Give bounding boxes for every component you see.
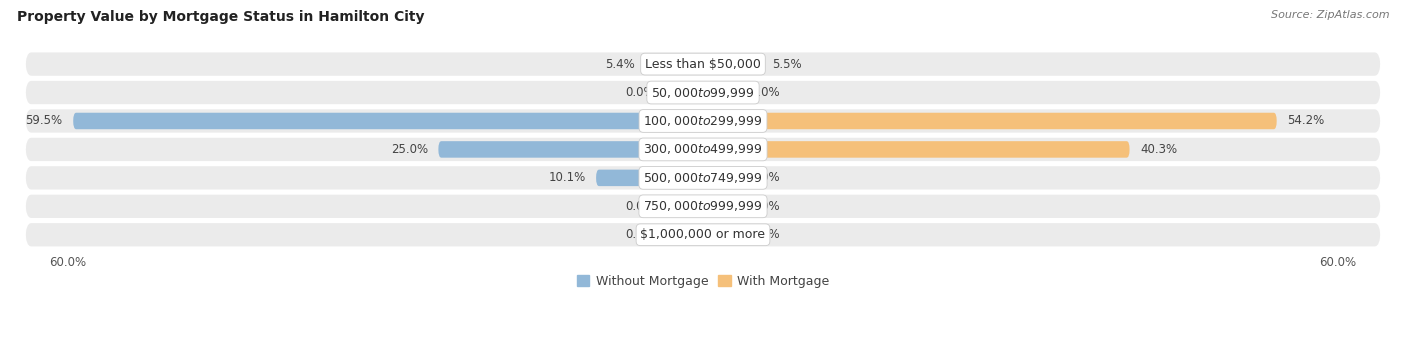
FancyBboxPatch shape: [703, 141, 1129, 158]
FancyBboxPatch shape: [703, 56, 761, 72]
Text: Source: ZipAtlas.com: Source: ZipAtlas.com: [1271, 10, 1389, 20]
Text: 5.4%: 5.4%: [606, 57, 636, 71]
Text: 25.0%: 25.0%: [391, 143, 427, 156]
FancyBboxPatch shape: [666, 198, 703, 215]
FancyBboxPatch shape: [666, 84, 703, 101]
Text: 10.1%: 10.1%: [548, 171, 585, 184]
FancyBboxPatch shape: [25, 109, 1381, 133]
FancyBboxPatch shape: [439, 141, 703, 158]
Text: $500,000 to $749,999: $500,000 to $749,999: [644, 171, 762, 185]
Text: $100,000 to $299,999: $100,000 to $299,999: [644, 114, 762, 128]
FancyBboxPatch shape: [703, 170, 740, 186]
Text: 0.0%: 0.0%: [751, 171, 780, 184]
Text: $300,000 to $499,999: $300,000 to $499,999: [644, 142, 762, 156]
Text: $1,000,000 or more: $1,000,000 or more: [641, 228, 765, 241]
FancyBboxPatch shape: [25, 81, 1381, 104]
FancyBboxPatch shape: [666, 226, 703, 243]
Legend: Without Mortgage, With Mortgage: Without Mortgage, With Mortgage: [572, 270, 834, 293]
FancyBboxPatch shape: [703, 84, 740, 101]
FancyBboxPatch shape: [703, 198, 740, 215]
Text: 0.0%: 0.0%: [751, 200, 780, 213]
FancyBboxPatch shape: [25, 223, 1381, 246]
Text: 0.0%: 0.0%: [626, 228, 655, 241]
Text: 0.0%: 0.0%: [751, 228, 780, 241]
Text: 0.0%: 0.0%: [751, 86, 780, 99]
FancyBboxPatch shape: [25, 138, 1381, 161]
Text: $50,000 to $99,999: $50,000 to $99,999: [651, 86, 755, 100]
Text: 5.5%: 5.5%: [772, 57, 801, 71]
Text: 54.2%: 54.2%: [1288, 115, 1324, 128]
Text: 0.0%: 0.0%: [626, 86, 655, 99]
Text: $750,000 to $999,999: $750,000 to $999,999: [644, 199, 762, 213]
Text: 59.5%: 59.5%: [25, 115, 63, 128]
FancyBboxPatch shape: [596, 170, 703, 186]
FancyBboxPatch shape: [25, 195, 1381, 218]
FancyBboxPatch shape: [645, 56, 703, 72]
FancyBboxPatch shape: [73, 113, 703, 129]
FancyBboxPatch shape: [25, 52, 1381, 76]
FancyBboxPatch shape: [25, 166, 1381, 189]
FancyBboxPatch shape: [703, 113, 1277, 129]
Text: Property Value by Mortgage Status in Hamilton City: Property Value by Mortgage Status in Ham…: [17, 10, 425, 24]
Text: 0.0%: 0.0%: [626, 200, 655, 213]
Text: 40.3%: 40.3%: [1140, 143, 1177, 156]
Text: Less than $50,000: Less than $50,000: [645, 57, 761, 71]
FancyBboxPatch shape: [703, 226, 740, 243]
